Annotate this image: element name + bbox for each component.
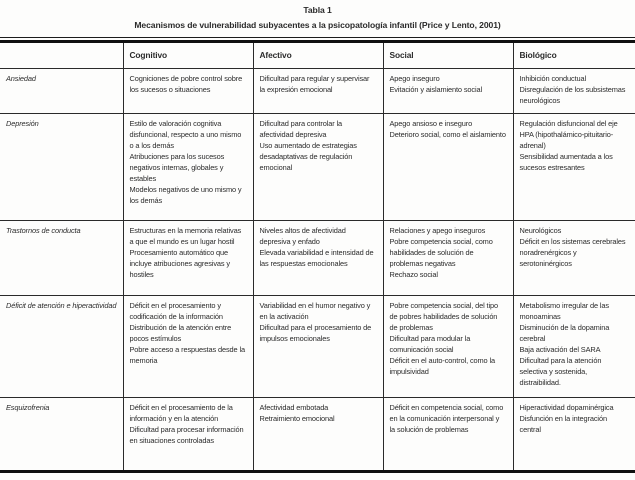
top-rule-thin xyxy=(0,37,635,38)
table-cell: Relaciones y apego inseguros Pobre compet… xyxy=(382,220,513,296)
cell-item: Regulación disfuncional del eje HPA (hip… xyxy=(519,119,618,150)
table-cell: Apego ansioso e inseguro Deterioro social… xyxy=(382,113,513,221)
cell-item: Atribuciones para los sucesos negativos … xyxy=(129,152,225,183)
cell-item: Dificultad para procesar información en … xyxy=(129,425,244,445)
cell-item: Niveles altos de afectividad depresiva y… xyxy=(259,226,346,246)
row-label: Esquizofrenia xyxy=(6,403,50,412)
table-subtitle: Mecanismos de vulnerabilidad subyacentes… xyxy=(134,20,501,30)
cell-item: Déficit en el procesamiento y codificaci… xyxy=(129,301,223,321)
cell-item: Pobre competencia social, como habilidad… xyxy=(389,237,493,268)
table-cell: Déficit en competencia social, como en l… xyxy=(382,397,513,472)
table-cell: Déficit en el procesamiento de la inform… xyxy=(122,397,253,472)
table-cell: Dificultad para controlar la afectividad… xyxy=(252,113,383,221)
column-header-biologico: Biológico xyxy=(512,43,635,69)
cell-item: Cogniciones de pobre control sobre los s… xyxy=(129,74,243,94)
table-cell: Niveles altos de afectividad depresiva y… xyxy=(252,220,383,296)
table-row-ansiedad: Ansiedad Cogniciones de pobre control sob… xyxy=(0,68,635,114)
corner-cell xyxy=(0,43,123,69)
table-row-depresion: Depresión Estilo de valoración cognitiva … xyxy=(0,113,635,221)
column-header-cognitivo: Cognitivo xyxy=(122,43,253,69)
table-body: Ansiedad Cogniciones de pobre control sob… xyxy=(0,68,635,472)
table-caption: Tabla 1 Mecanismos de vulnerabilidad sub… xyxy=(0,0,635,30)
cell-item: Baja activación del SARA xyxy=(519,345,601,354)
row-label: Depresión xyxy=(6,119,39,128)
cell-item: Disminución de la dopamina cerebral xyxy=(519,323,610,343)
table-cell: Neurológicos Déficit en los sistemas cere… xyxy=(512,220,635,296)
table-row-esquizofrenia: Esquizofrenia Déficit en el procesamiento… xyxy=(0,397,635,472)
cell-item: Déficit en competencia social, como en l… xyxy=(389,403,504,434)
cell-item: Procesamiento automático que incluye atr… xyxy=(129,248,231,279)
table-cell: Inhibición conductual Disregulación de lo… xyxy=(512,68,635,114)
cell-item: Disfunción en la integración central xyxy=(519,414,608,434)
cell-item: Estilo de valoración cognitiva disfuncio… xyxy=(129,119,242,150)
cell-item: Afectividad embotada xyxy=(259,403,329,412)
table-cell: Regulación disfuncional del eje HPA (hip… xyxy=(512,113,635,221)
table-cell: Estilo de valoración cognitiva disfuncio… xyxy=(122,113,253,221)
cell-item: Deterioro social, como el aislamiento xyxy=(389,130,506,139)
cell-item: Evitación y aislamiento social xyxy=(389,85,483,94)
table-cell: Pobre competencia social, del tipo de po… xyxy=(382,295,513,398)
column-header-afectivo: Afectivo xyxy=(252,43,383,69)
cell-item: Distribución de la atención entre pocos … xyxy=(129,323,232,343)
cell-item: Metabolismo irregular de las monoaminas xyxy=(519,301,610,321)
cell-item: Elevada variabilidad e intensidad de las… xyxy=(259,248,374,268)
cell-item: Dificultad para la atención selectiva y … xyxy=(519,356,602,387)
cell-item: Apego inseguro xyxy=(389,74,440,83)
header-row: Cognitivo Afectivo Social Biológico xyxy=(0,43,635,69)
cell-item: Dificultad para regular y supervisar la … xyxy=(259,74,370,94)
cell-item: Estructuras en la memoria relativas a qu… xyxy=(129,226,242,246)
cell-item: Uso aumentado de estrategias desadaptati… xyxy=(259,141,357,172)
cell-item: Dificultad para modular la comunicación … xyxy=(389,334,471,354)
row-label: Trastornos de conducta xyxy=(6,226,81,235)
cell-item: Hiperactividad dopaminérgica xyxy=(519,403,614,412)
table-title: Tabla 1 xyxy=(303,5,332,15)
cell-item: Variabilidad en el humor negativo y en l… xyxy=(259,301,371,321)
table-row-trastornos-de-conducta: Trastornos de conducta Estructuras en la … xyxy=(0,220,635,296)
cell-item: Rechazo social xyxy=(389,270,439,279)
cell-item: Dificultad para el procesamiento de impu… xyxy=(259,323,372,343)
cell-item: Apego ansioso e inseguro xyxy=(389,119,473,128)
cell-item: Déficit en el procesamiento de la inform… xyxy=(129,403,233,423)
cell-item: Pobre acceso a respuestas desde la memor… xyxy=(129,345,246,365)
cell-item: Inhibición conductual xyxy=(519,74,587,83)
cell-item: Déficit en el auto-control, como la impu… xyxy=(389,356,496,376)
table-cell: Variabilidad en el humor negativo y en l… xyxy=(252,295,383,398)
table-row-deficit-de-atencion-e-hiperactividad: Déficit de atención e hiperactividad Défi… xyxy=(0,295,635,398)
cell-item: Sensibilidad aumentada a los sucesos est… xyxy=(519,152,613,172)
cell-item: Modelos negativos de uno mismo y los dem… xyxy=(129,185,242,205)
cell-item: Déficit en los sistemas cerebrales norad… xyxy=(519,237,626,268)
cell-item: Relaciones y apego inseguros xyxy=(389,226,486,235)
cell-item: Neurológicos xyxy=(519,226,562,235)
table-cell: Dificultad para regular y supervisar la … xyxy=(252,68,383,114)
vulnerability-mechanisms-table: Cognitivo Afectivo Social Biológico Ansieda… xyxy=(0,43,635,473)
table-cell: Estructuras en la memoria relativas a qu… xyxy=(122,220,253,296)
cell-item: Disregulación de los subsistemas neuroló… xyxy=(519,85,626,105)
table-cell: Apego inseguro Evitación y aislamiento so… xyxy=(382,68,513,114)
cell-item: Dificultad para controlar la afectividad… xyxy=(259,119,343,139)
table-cell: Cogniciones de pobre control sobre los s… xyxy=(122,68,253,114)
column-header-social: Social xyxy=(382,43,513,69)
row-label: Ansiedad xyxy=(6,74,36,83)
row-label: Déficit de atención e hiperactividad xyxy=(6,301,117,310)
table-cell: Hiperactividad dopaminérgica Disfunción e… xyxy=(512,397,635,472)
top-rule-thick xyxy=(0,40,635,43)
table-cell: Afectividad embotada Retraimiento emocion… xyxy=(252,397,383,472)
cell-item: Pobre competencia social, del tipo de po… xyxy=(389,301,499,332)
cell-item: Retraimiento emocional xyxy=(259,414,335,423)
table-cell: Déficit en el procesamiento y codificaci… xyxy=(122,295,253,398)
table-cell: Metabolismo irregular de las monoaminas D… xyxy=(512,295,635,398)
